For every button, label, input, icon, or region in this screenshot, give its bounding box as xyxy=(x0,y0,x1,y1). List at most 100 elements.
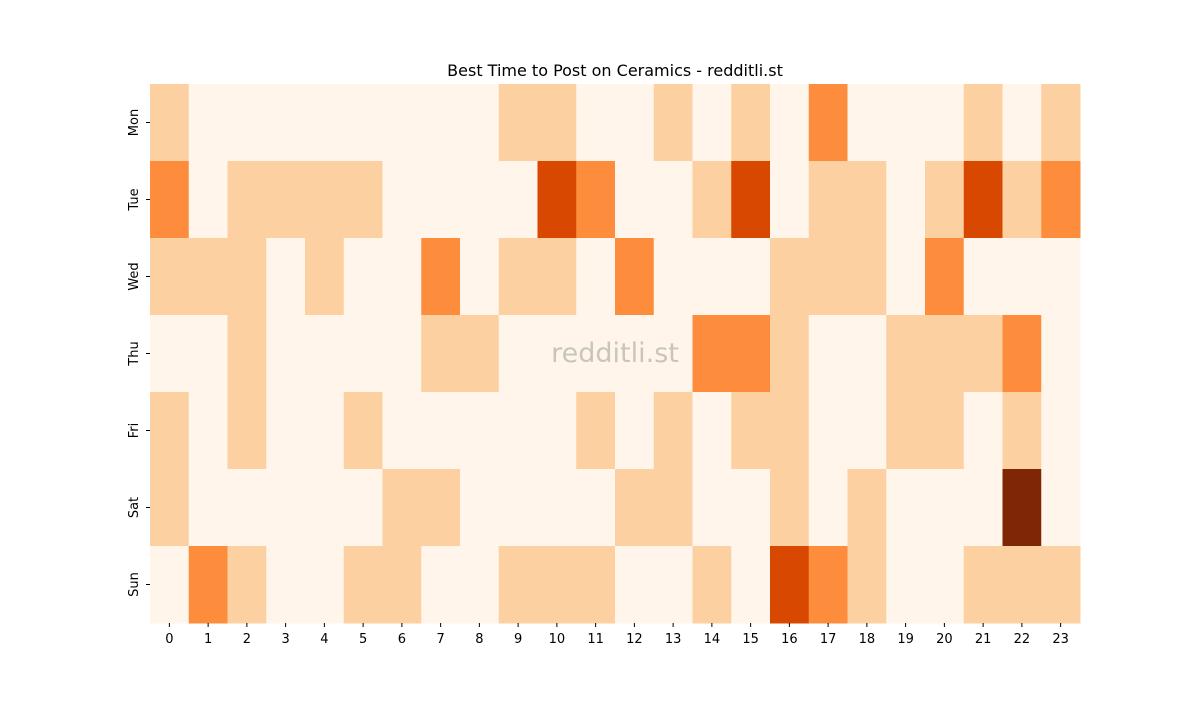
x-tick-label: 22 xyxy=(1014,632,1031,647)
heatmap-cell xyxy=(382,469,422,547)
heatmap-cell xyxy=(770,546,810,624)
heatmap-cell xyxy=(847,238,887,316)
heatmap-cell xyxy=(150,546,190,624)
heatmap-cell xyxy=(808,84,848,162)
heatmap-cell xyxy=(653,392,693,470)
heatmap-cell xyxy=(615,238,655,316)
x-tick-label: 15 xyxy=(742,632,759,647)
heatmap-cell xyxy=(498,161,538,239)
heatmap-cell xyxy=(692,546,732,624)
heatmap-cell xyxy=(305,238,345,316)
heatmap-cell xyxy=(847,315,887,393)
heatmap-cell xyxy=(343,84,383,162)
heatmap-cell xyxy=(1002,469,1042,547)
heatmap-cell xyxy=(731,84,771,162)
heatmap-cell xyxy=(421,546,461,624)
heatmap-cell xyxy=(847,392,887,470)
heatmap-cell xyxy=(886,84,926,162)
heatmap-cell xyxy=(576,238,616,316)
heatmap-cell xyxy=(537,469,577,547)
heatmap-cell xyxy=(808,315,848,393)
heatmap-cell xyxy=(576,315,616,393)
heatmap-cell xyxy=(847,469,887,547)
heatmap-cell xyxy=(576,84,616,162)
heatmap-cell xyxy=(770,84,810,162)
heatmap-cell xyxy=(886,392,926,470)
heatmap-cell xyxy=(460,392,500,470)
heatmap-cell xyxy=(421,84,461,162)
heatmap-cell xyxy=(1002,84,1042,162)
heatmap-cell xyxy=(188,161,228,239)
x-tick-label: 0 xyxy=(165,632,173,647)
heatmap-cell xyxy=(421,161,461,239)
heatmap-cell xyxy=(150,315,190,393)
heatmap-cell xyxy=(498,315,538,393)
heatmap-cell xyxy=(731,546,771,624)
heatmap-cell xyxy=(731,238,771,316)
heatmap-cell xyxy=(615,315,655,393)
heatmap-cell xyxy=(847,161,887,239)
heatmap-cell xyxy=(227,392,267,470)
heatmap-cell xyxy=(266,392,306,470)
heatmap-cell xyxy=(1002,315,1042,393)
heatmap-cell xyxy=(770,392,810,470)
heatmap-cell xyxy=(925,315,965,393)
heatmap-cell xyxy=(692,238,732,316)
heatmap-cell xyxy=(343,546,383,624)
x-tick-label: 6 xyxy=(398,632,406,647)
heatmap-cell xyxy=(886,238,926,316)
heatmap-cell xyxy=(343,315,383,393)
heatmap-cell xyxy=(227,84,267,162)
heatmap-cell xyxy=(305,315,345,393)
heatmap-cell xyxy=(808,238,848,316)
heatmap-cell xyxy=(537,161,577,239)
heatmap-cell xyxy=(808,161,848,239)
heatmap-cell xyxy=(1041,392,1081,470)
x-tick-label: 3 xyxy=(281,632,289,647)
heatmap-cell xyxy=(1002,392,1042,470)
heatmap-cell xyxy=(653,546,693,624)
heatmap-cell xyxy=(963,238,1003,316)
heatmap-cell xyxy=(227,546,267,624)
heatmap-cell xyxy=(731,161,771,239)
heatmap-cell xyxy=(537,546,577,624)
watermark: redditli.st xyxy=(551,338,679,369)
heatmap-cell xyxy=(963,161,1003,239)
heatmap-cell xyxy=(537,238,577,316)
heatmap-cell xyxy=(188,238,228,316)
heatmap-grid xyxy=(150,84,1081,624)
heatmap-cell xyxy=(460,238,500,316)
heatmap-cell xyxy=(963,546,1003,624)
heatmap-cell xyxy=(692,315,732,393)
x-tick-label: 5 xyxy=(359,632,367,647)
heatmap-cell xyxy=(653,161,693,239)
x-tick-label: 8 xyxy=(475,632,483,647)
heatmap-cell xyxy=(770,469,810,547)
heatmap-cell xyxy=(150,392,190,470)
heatmap-cell xyxy=(1041,546,1081,624)
heatmap-cell xyxy=(692,469,732,547)
heatmap-cell xyxy=(498,84,538,162)
heatmap-cell xyxy=(150,469,190,547)
heatmap-cell xyxy=(615,469,655,547)
heatmap-cell xyxy=(343,238,383,316)
heatmap-cell xyxy=(886,469,926,547)
heatmap-cell xyxy=(576,392,616,470)
x-tick-label: 12 xyxy=(626,632,643,647)
heatmap-cell xyxy=(150,84,190,162)
heatmap-cell xyxy=(150,161,190,239)
heatmap-cell xyxy=(343,469,383,547)
heatmap-cell xyxy=(460,161,500,239)
heatmap-cell xyxy=(731,392,771,470)
heatmap-cell xyxy=(653,315,693,393)
heatmap-cell xyxy=(498,238,538,316)
heatmap-cell xyxy=(460,469,500,547)
heatmap-cell xyxy=(1002,238,1042,316)
x-tick-label: 13 xyxy=(665,632,682,647)
heatmap-cell xyxy=(770,238,810,316)
heatmap-cell xyxy=(847,84,887,162)
y-tick-label: Sat xyxy=(127,497,142,518)
x-tick-label: 9 xyxy=(514,632,522,647)
x-tick-label: 19 xyxy=(897,632,914,647)
